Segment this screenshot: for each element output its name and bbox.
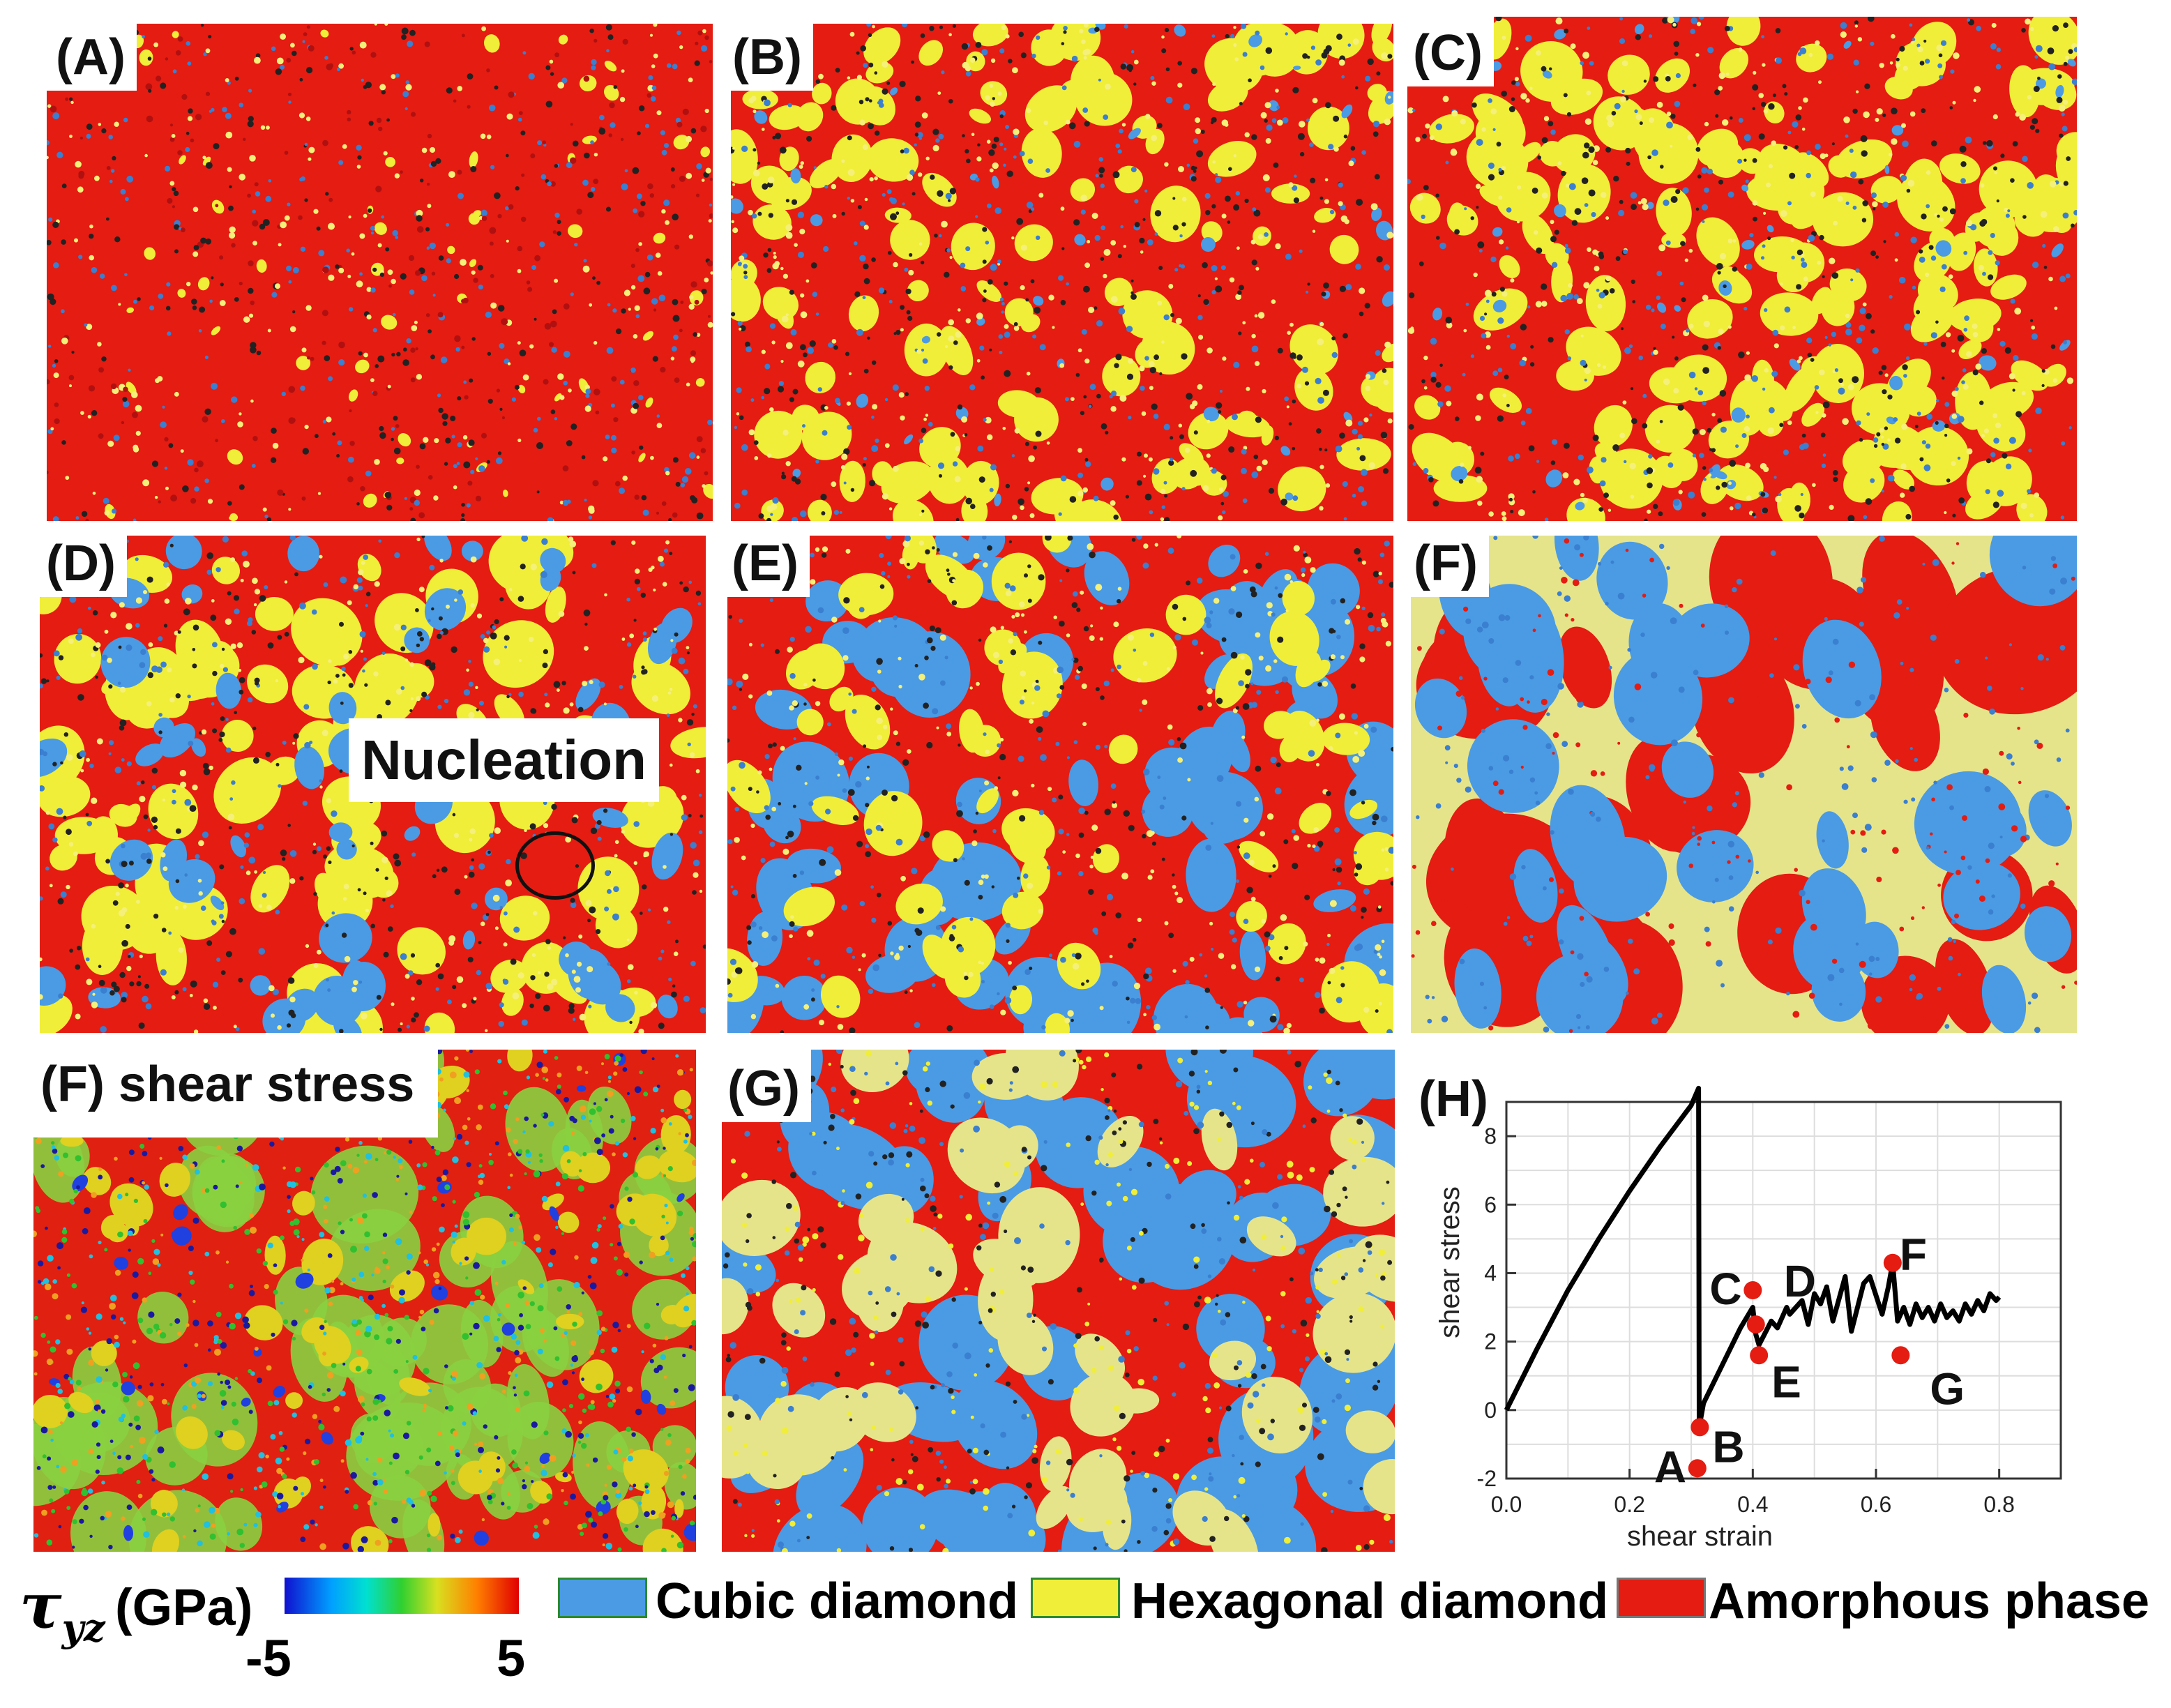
tau-symbol: τyz bbox=[20, 1569, 105, 1650]
texture-blobs bbox=[1414, 536, 2077, 1033]
point-c-label: C bbox=[1709, 1264, 1741, 1314]
x-tick-label: 0.4 bbox=[1737, 1492, 1768, 1517]
point-g-label: G bbox=[1930, 1363, 1965, 1414]
point-f-label: F bbox=[1900, 1230, 1927, 1280]
panel-b-label: (B) bbox=[731, 24, 813, 91]
point-b-marker bbox=[1690, 1418, 1709, 1437]
panel-d-label: (D) bbox=[40, 536, 127, 597]
panel-f-label: (F) bbox=[1411, 536, 1489, 597]
x-tick-label: 0.8 bbox=[1983, 1492, 2014, 1517]
y-tick-label: 8 bbox=[1484, 1124, 1497, 1149]
point-a-label: A bbox=[1654, 1442, 1686, 1492]
point-b-label: B bbox=[1712, 1421, 1744, 1472]
legend-cubic-label: Cubic diamond bbox=[656, 1573, 1018, 1629]
point-g-marker bbox=[1891, 1346, 1910, 1365]
point-f-marker bbox=[1883, 1253, 1902, 1272]
y-tick-label: -2 bbox=[1477, 1466, 1497, 1491]
y-axis-label: shear stress bbox=[1435, 1186, 1465, 1338]
x-tick-label: 0.6 bbox=[1861, 1492, 1891, 1517]
panel-e-label: (E) bbox=[727, 536, 810, 597]
tau-unit: (GPa) bbox=[115, 1578, 253, 1636]
legend-hexagonal-swatch bbox=[1031, 1578, 1120, 1618]
point-e-marker bbox=[1750, 1346, 1769, 1365]
texture-blobs bbox=[727, 536, 1393, 1033]
legend-amorphous-label: Amorphous phase bbox=[1709, 1573, 2150, 1629]
panel-c: (C) bbox=[1407, 17, 2077, 521]
panel-f-texture bbox=[1411, 536, 2077, 1033]
point-e-label: E bbox=[1771, 1356, 1801, 1407]
stress-strain-chart: 0.0 0.2 0.4 0.6 0.8 -2 0 2 4 6 8 shear strain shear … bbox=[1435, 1085, 2062, 1552]
panel-g-label: (G) bbox=[722, 1050, 811, 1122]
texture-speckle bbox=[723, 1050, 1393, 1552]
colorbar-max: 5 bbox=[497, 1629, 526, 1687]
panel-f-stress: (F) shear stress bbox=[33, 1050, 696, 1552]
point-a-marker bbox=[1688, 1459, 1707, 1478]
texture-blobs bbox=[76, 24, 713, 521]
tau-letter: τ bbox=[20, 1569, 62, 1643]
panel-d: (D) Nucleation bbox=[40, 536, 706, 1033]
chart-frame bbox=[1505, 1101, 2062, 1480]
nucleation-circle bbox=[515, 831, 595, 900]
point-d-label: D bbox=[1784, 1256, 1816, 1306]
panel-h-label: (H) bbox=[1419, 1071, 1488, 1127]
y-tick-label: 2 bbox=[1484, 1329, 1497, 1354]
panel-e: (E) bbox=[727, 536, 1393, 1033]
point-c-marker bbox=[1743, 1281, 1762, 1299]
tau-subscript: yz bbox=[61, 1605, 105, 1650]
panel-a-label: (A) bbox=[47, 24, 137, 91]
texture-speckle bbox=[731, 24, 1393, 521]
texture-speckle bbox=[47, 24, 713, 521]
texture-speckle bbox=[1411, 536, 2077, 1033]
panel-f: (F) bbox=[1411, 536, 2077, 1033]
x-axis-label: shear strain bbox=[1627, 1521, 1773, 1552]
x-tick-label: 0.0 bbox=[1491, 1492, 1522, 1517]
legend-hexagonal-label: Hexagonal diamond bbox=[1131, 1573, 1609, 1629]
texture-blobs bbox=[731, 24, 1393, 521]
panel-g-texture bbox=[722, 1050, 1395, 1552]
point-d-marker bbox=[1746, 1315, 1765, 1334]
x-tick-label: 0.2 bbox=[1614, 1492, 1644, 1517]
colorbar-min: -5 bbox=[245, 1629, 292, 1687]
panel-b-texture bbox=[731, 24, 1393, 521]
panel-c-texture bbox=[1407, 17, 2077, 521]
y-tick-label: 0 bbox=[1484, 1398, 1497, 1423]
y-tick-label: 6 bbox=[1484, 1192, 1497, 1217]
y-tick-label: 4 bbox=[1484, 1260, 1497, 1285]
panel-f-stress-label: (F) shear stress bbox=[33, 1050, 439, 1138]
panel-e-texture bbox=[727, 536, 1393, 1033]
panel-b: (B) bbox=[731, 24, 1393, 521]
panel-a-texture bbox=[47, 24, 713, 521]
panel-c-label: (C) bbox=[1407, 17, 1494, 86]
legend-amorphous-swatch bbox=[1617, 1578, 1706, 1618]
legend-cubic-swatch bbox=[558, 1578, 647, 1618]
stress-colorbar bbox=[285, 1578, 519, 1614]
nucleation-annotation: Nucleation bbox=[349, 718, 659, 802]
texture-speckle bbox=[727, 536, 1393, 1033]
panel-a: (A) bbox=[47, 24, 713, 521]
panel-g: (G) bbox=[722, 1050, 1395, 1552]
